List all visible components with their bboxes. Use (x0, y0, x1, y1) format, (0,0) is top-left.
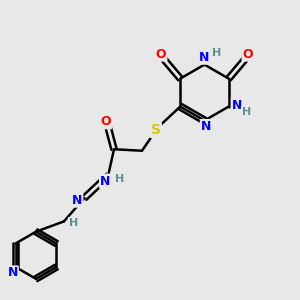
Text: H: H (212, 48, 221, 58)
Text: N: N (8, 266, 18, 279)
Text: H: H (242, 107, 251, 117)
Text: O: O (156, 48, 167, 61)
Text: O: O (242, 48, 253, 61)
Text: H: H (115, 174, 124, 184)
Text: N: N (199, 51, 210, 64)
Text: S: S (151, 123, 161, 137)
Text: N: N (232, 99, 242, 112)
Text: N: N (100, 175, 110, 188)
Text: H: H (69, 218, 78, 228)
Text: O: O (100, 116, 111, 128)
Text: N: N (201, 120, 211, 133)
Text: N: N (72, 194, 83, 207)
